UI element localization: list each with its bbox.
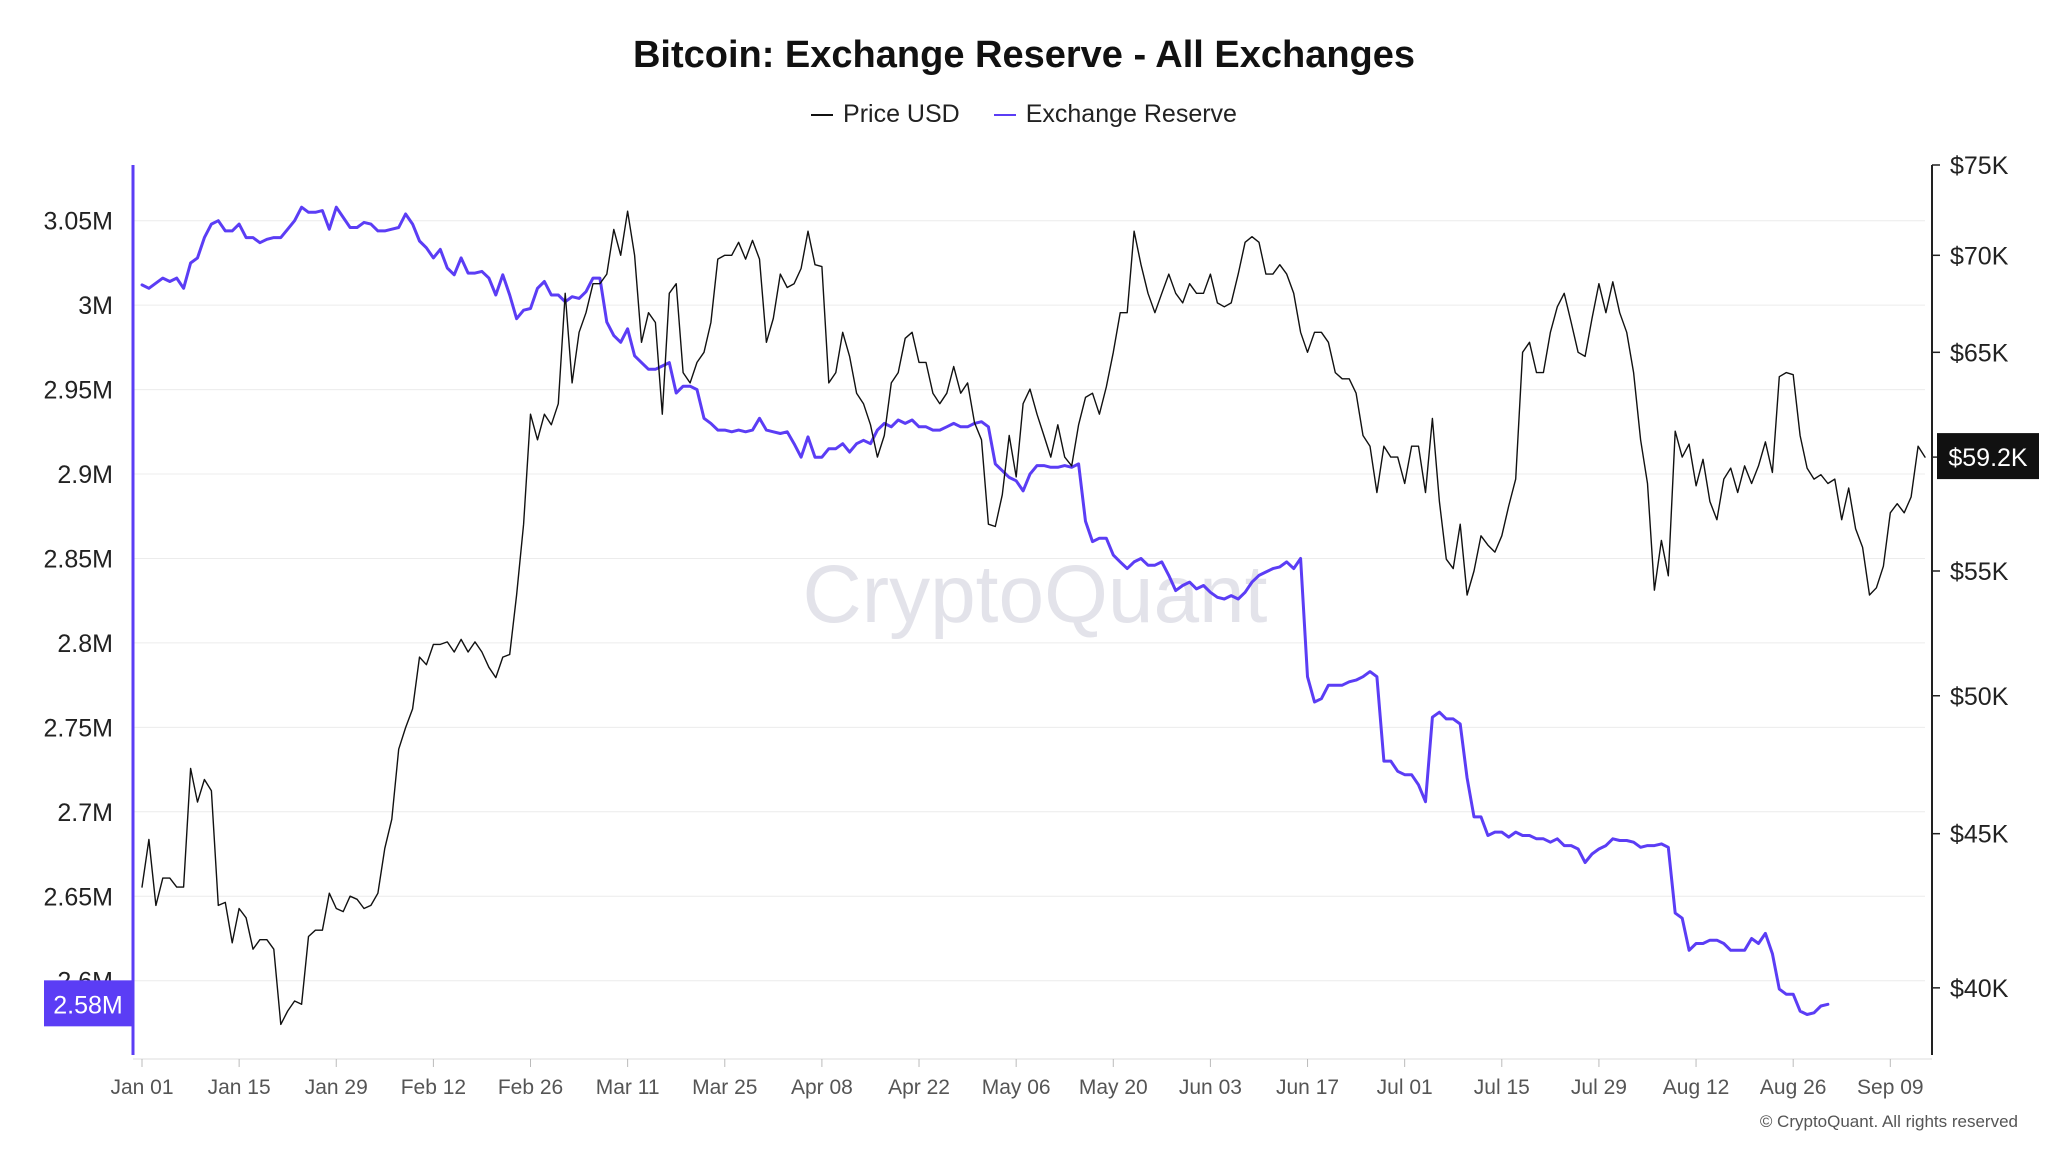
y-left-tick-label: 2.65M bbox=[44, 883, 113, 911]
x-tick-label: Jul 15 bbox=[1474, 1076, 1530, 1099]
y-left-tick-label: 2.85M bbox=[44, 545, 113, 573]
y-right-tick-label: $65K bbox=[1950, 339, 2009, 367]
legend-swatch-price bbox=[811, 113, 834, 116]
x-tick-label: Jun 17 bbox=[1276, 1076, 1339, 1099]
x-tick-label: Jan 29 bbox=[305, 1076, 368, 1099]
y-left-tick-label: 2.7M bbox=[57, 799, 113, 827]
legend: Price USD Exchange Reserve bbox=[0, 100, 2048, 129]
watermark: CryptoQuant bbox=[803, 549, 1268, 640]
legend-swatch-reserve bbox=[993, 113, 1016, 116]
legend-label-price: Price USD bbox=[843, 100, 960, 128]
exchange-reserve-line[interactable] bbox=[140, 205, 1830, 1016]
x-tick-label: Jul 29 bbox=[1571, 1076, 1627, 1099]
x-tick-label: Jan 15 bbox=[208, 1076, 271, 1099]
y-right-tick-label: $45K bbox=[1950, 821, 2009, 849]
current-reserve-badge bbox=[44, 980, 133, 1027]
y-left-tick-label: 3.05M bbox=[44, 208, 113, 236]
legend-item-reserve[interactable]: Exchange Reserve bbox=[993, 100, 1237, 129]
y-right-tick-label: $70K bbox=[1950, 242, 2009, 270]
x-tick-label: May 06 bbox=[982, 1076, 1051, 1099]
y-left-tick-label: 2.75M bbox=[44, 714, 113, 742]
x-tick-label: Mar 25 bbox=[692, 1076, 757, 1099]
legend-label-reserve: Exchange Reserve bbox=[1025, 100, 1237, 128]
x-tick-label: Jun 03 bbox=[1179, 1076, 1242, 1099]
price-usd-line[interactable] bbox=[141, 210, 1926, 1026]
x-tick-label: Jan 01 bbox=[110, 1076, 173, 1099]
y-left-tick-label: 2.95M bbox=[44, 377, 113, 405]
y-left-tick-label: 2.9M bbox=[57, 461, 113, 489]
current-price-badge bbox=[1937, 433, 2039, 480]
x-tick-label: May 20 bbox=[1079, 1076, 1148, 1099]
y-left-tick-label: 2.8M bbox=[57, 630, 113, 658]
x-tick-label: Feb 12 bbox=[401, 1076, 466, 1099]
y-right-tick-label: $40K bbox=[1950, 975, 2009, 1003]
y-right-tick-label: $55K bbox=[1950, 558, 2009, 586]
x-tick-label: Apr 22 bbox=[888, 1076, 950, 1099]
chart-title: Bitcoin: Exchange Reserve - All Exchange… bbox=[632, 34, 1416, 76]
copyright-note: © CryptoQuant. All rights reserved bbox=[1759, 1112, 2018, 1131]
current-reserve-label: 2.58M bbox=[53, 991, 122, 1019]
x-tick-label: Jul 01 bbox=[1377, 1076, 1433, 1099]
x-tick-label: Apr 08 bbox=[791, 1076, 853, 1099]
current-price-label: $59.2K bbox=[1948, 444, 2028, 472]
x-tick-label: Mar 11 bbox=[596, 1076, 660, 1099]
y-left-tick-label: 3M bbox=[78, 292, 113, 320]
x-tick-label: Aug 12 bbox=[1663, 1076, 1730, 1099]
x-tick-label: Feb 26 bbox=[498, 1076, 563, 1099]
legend-item-price[interactable]: Price USD bbox=[811, 100, 960, 129]
x-tick-label: Sep 09 bbox=[1857, 1076, 1924, 1099]
x-tick-label: Aug 26 bbox=[1760, 1076, 1827, 1099]
y-right-tick-label: $75K bbox=[1950, 152, 2009, 180]
y-right-tick-label: $50K bbox=[1950, 683, 2009, 711]
